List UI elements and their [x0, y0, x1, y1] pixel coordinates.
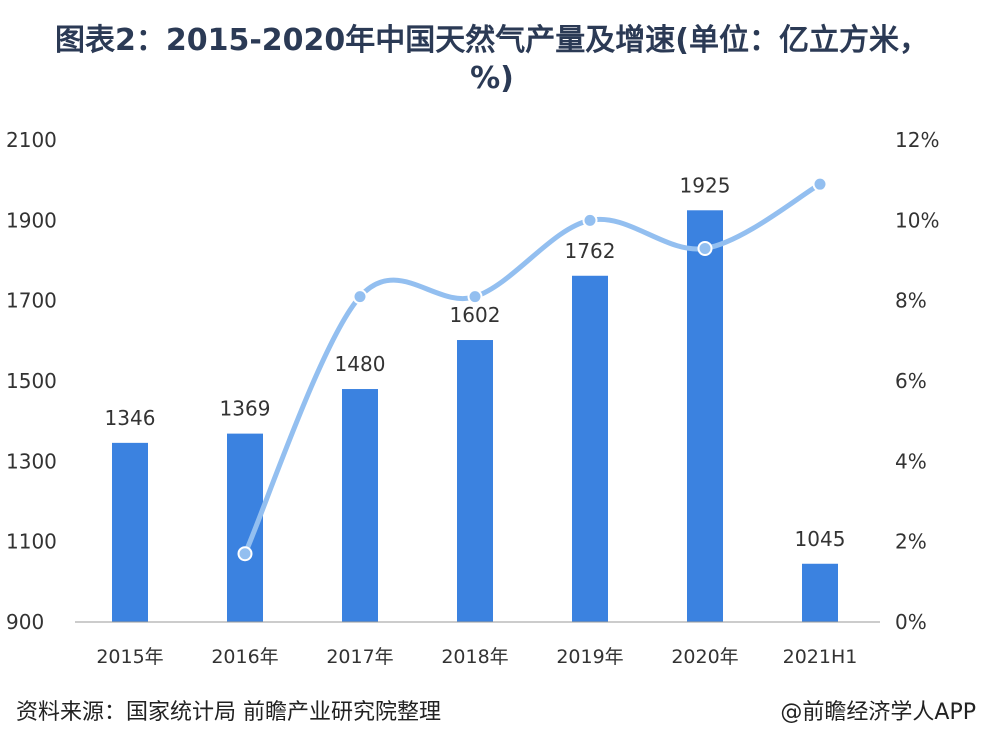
brand-credit: @前瞻经济学人APP — [780, 700, 976, 725]
growth-line-series — [237, 176, 828, 562]
left-y-axis: 900 1100 1300 1500 1700 1900 2100 — [6, 128, 57, 634]
x-axis-tick-label: 2016年 — [211, 646, 278, 668]
bar-value-label: 1045 — [795, 527, 846, 551]
growth-point — [237, 546, 253, 562]
growth-point — [812, 176, 828, 192]
right-axis-tick-label: 2% — [895, 530, 927, 554]
left-axis-tick-label: 1300 — [6, 449, 57, 473]
x-axis-tick-label: 2018年 — [441, 646, 508, 668]
left-axis-tick-label: 2100 — [6, 128, 57, 152]
bar-value-label: 1480 — [335, 352, 386, 376]
x-axis-tick-label: 2021H1 — [783, 646, 858, 668]
source-note: 资料来源：国家统计局 前瞻产业研究院整理 — [16, 700, 441, 725]
growth-point — [352, 289, 368, 305]
right-axis-tick-label: 6% — [895, 369, 927, 393]
bar-value-label: 1762 — [565, 239, 616, 263]
growth-point — [582, 212, 598, 228]
bar — [687, 210, 723, 622]
right-y-axis: 0% 2% 4% 6% 8% 10% 12% — [895, 128, 939, 634]
x-axis-tick-label: 2015年 — [96, 646, 163, 668]
bar-value-label: 1369 — [220, 397, 271, 421]
right-axis-tick-label: 10% — [895, 208, 939, 232]
bar — [342, 389, 378, 622]
chart-title: 图表2：2015-2020年中国天然气产量及增速(单位：亿立方米，%) — [54, 23, 930, 96]
growth-point — [697, 240, 713, 256]
right-axis-tick-label: 0% — [895, 610, 927, 634]
x-axis-tick-label: 2020年 — [671, 646, 738, 668]
bar — [112, 442, 148, 622]
bar-value-label: 1925 — [680, 173, 731, 197]
left-axis-tick-label: 1900 — [6, 208, 57, 232]
left-axis-tick-label: 900 — [6, 610, 44, 634]
growth-point — [467, 289, 483, 305]
bar-value-label: 1602 — [450, 303, 501, 327]
bar-data-labels: 1346 1369 1480 1602 1762 1925 1045 — [105, 173, 846, 550]
x-axis: 2015年 2016年 2017年 2018年 2019年 2020年 2021H1 — [75, 621, 880, 668]
growth-line — [242, 181, 823, 557]
left-axis-tick-label: 1100 — [6, 530, 57, 554]
right-axis-tick-label: 8% — [895, 289, 927, 313]
bar-value-label: 1346 — [105, 406, 156, 430]
right-axis-tick-label: 12% — [895, 128, 939, 152]
bar — [572, 275, 608, 622]
left-axis-tick-label: 1700 — [6, 289, 57, 313]
bar — [457, 340, 493, 622]
left-axis-tick-label: 1500 — [6, 369, 57, 393]
x-axis-tick-label: 2017年 — [326, 646, 393, 668]
bar — [802, 563, 838, 622]
x-axis-tick-label: 2019年 — [556, 646, 623, 668]
bar-series — [112, 210, 838, 622]
right-axis-tick-label: 4% — [895, 449, 927, 473]
footer: 资料来源：国家统计局 前瞻产业研究院整理 @前瞻经济学人APP — [8, 696, 976, 730]
